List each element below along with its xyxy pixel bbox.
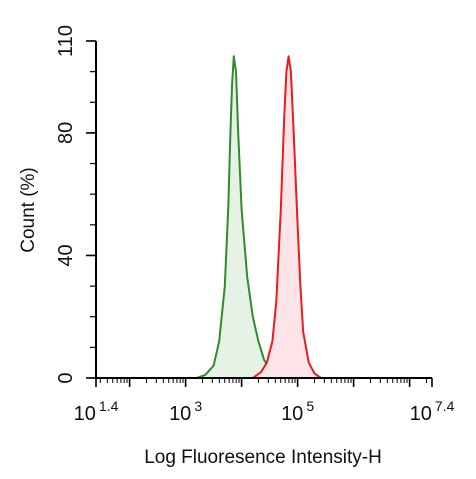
y-tick-label: 110: [55, 25, 77, 57]
series-1-line: [196, 55, 279, 379]
x-tick-label: 10 7.4: [410, 398, 455, 425]
series-1-area: [196, 56, 278, 379]
x-tick-label: 10 5: [281, 398, 314, 425]
x-tick-label: 10 1.4: [74, 398, 119, 425]
series-2-line: [252, 55, 322, 379]
y-axis-label: Count (%): [18, 167, 39, 253]
y-tick-label: 0: [55, 372, 77, 383]
y-tick-label: 80: [55, 122, 77, 144]
x-tick-label: 10 3: [169, 398, 202, 425]
x-axis-label: Log Fluoresence Intensity-H: [144, 447, 382, 468]
series-2-area: [252, 56, 322, 379]
y-tick-label: 40: [55, 244, 77, 266]
